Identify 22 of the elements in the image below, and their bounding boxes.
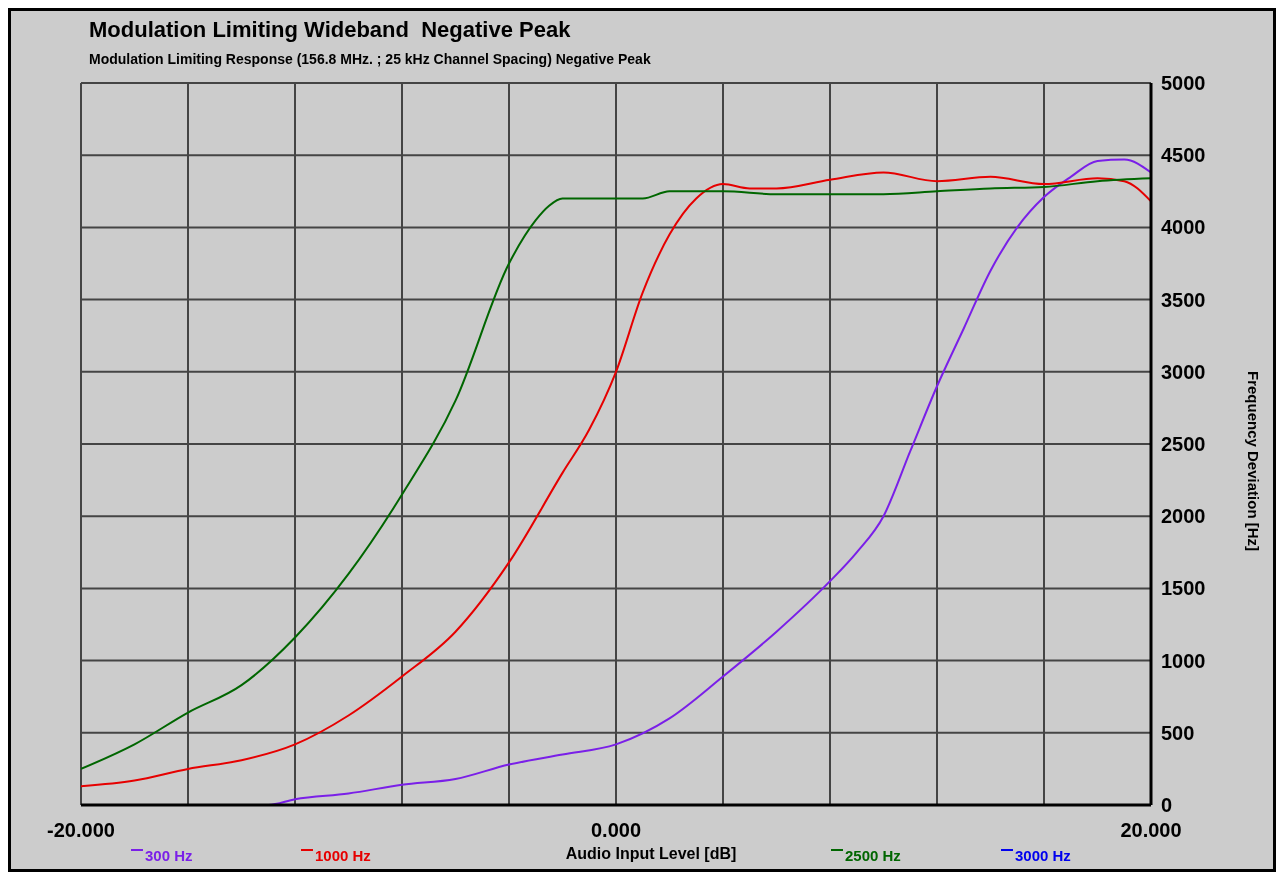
y-tick-label: 4500: [1161, 144, 1206, 167]
legend-label: 3000 Hz: [1015, 847, 1071, 864]
y-tick-label: 3000: [1161, 360, 1206, 383]
y-tick-label: 2000: [1161, 505, 1206, 528]
y-tick-label: 4000: [1161, 216, 1206, 239]
y-tick-label: 5000: [1161, 72, 1206, 94]
y-tick-label: 2500: [1161, 433, 1206, 455]
x-tick-label: 20.000: [1120, 819, 1182, 842]
legend-label: 300 Hz: [145, 847, 193, 864]
chart-subtitle: Modulation Limiting Response (156.8 MHz. ; 25 kHz Channel Spacing) Negative Peak: [89, 51, 651, 67]
y-tick-label: 1500: [1161, 577, 1206, 600]
y-tick-label: 1000: [1161, 649, 1206, 672]
x-tick-label: 0.000: [590, 819, 642, 842]
y-tick-label: 0: [1161, 794, 1173, 816]
legend-label: 2500 Hz: [845, 847, 901, 864]
y-axis-title: Frequency Deviation [Hz]: [1245, 370, 1262, 553]
chart-title: Modulation Limiting Wideband Negative Peak: [89, 17, 571, 43]
y-tick-label: 500: [1161, 721, 1195, 744]
legend-label: 1000 Hz: [315, 847, 371, 864]
x-tick-label: -20.000: [47, 819, 115, 842]
y-tick-label: 3500: [1161, 288, 1206, 311]
x-axis-title: Audio Input Level [dB]: [564, 845, 738, 863]
